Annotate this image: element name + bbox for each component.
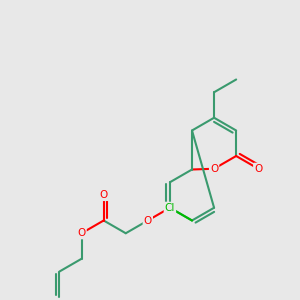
- Text: O: O: [144, 215, 152, 226]
- Text: O: O: [77, 228, 86, 238]
- Text: O: O: [100, 190, 108, 200]
- Text: O: O: [254, 164, 262, 174]
- Text: O: O: [210, 164, 218, 174]
- Text: Cl: Cl: [165, 203, 175, 213]
